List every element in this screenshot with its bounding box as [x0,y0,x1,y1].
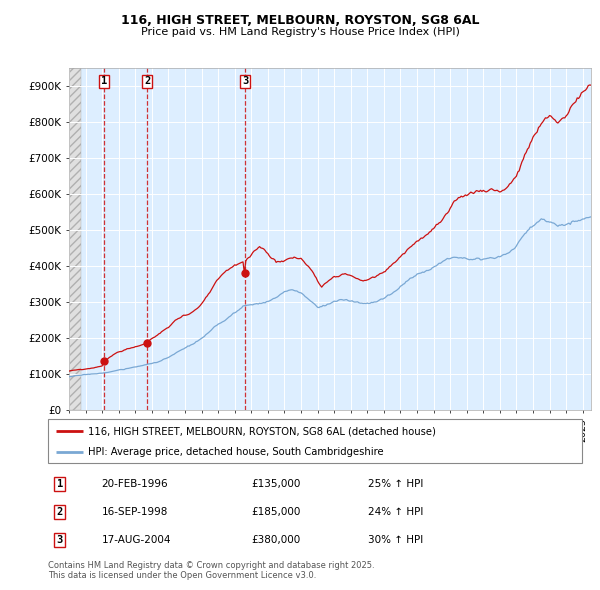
Text: 116, HIGH STREET, MELBOURN, ROYSTON, SG8 6AL: 116, HIGH STREET, MELBOURN, ROYSTON, SG8… [121,14,479,27]
FancyBboxPatch shape [48,419,582,463]
Text: 20-FEB-1996: 20-FEB-1996 [101,479,168,489]
Text: 25% ↑ HPI: 25% ↑ HPI [368,479,424,489]
Text: 1: 1 [101,77,107,86]
Text: 16-SEP-1998: 16-SEP-1998 [101,507,168,517]
Text: £185,000: £185,000 [251,507,300,517]
Bar [69,68,82,410]
Text: 24% ↑ HPI: 24% ↑ HPI [368,507,424,517]
Text: Price paid vs. HM Land Registry's House Price Index (HPI): Price paid vs. HM Land Registry's House … [140,28,460,37]
Text: 2: 2 [144,77,150,86]
Text: HPI: Average price, detached house, South Cambridgeshire: HPI: Average price, detached house, Sout… [88,447,383,457]
Text: 30% ↑ HPI: 30% ↑ HPI [368,535,424,545]
Text: £380,000: £380,000 [251,535,300,545]
Text: 17-AUG-2004: 17-AUG-2004 [101,535,171,545]
Text: 116, HIGH STREET, MELBOURN, ROYSTON, SG8 6AL (detached house): 116, HIGH STREET, MELBOURN, ROYSTON, SG8… [88,427,436,436]
Text: 1: 1 [56,479,63,489]
Text: £135,000: £135,000 [251,479,300,489]
Text: 3: 3 [242,77,248,86]
Text: Contains HM Land Registry data © Crown copyright and database right 2025.
This d: Contains HM Land Registry data © Crown c… [48,560,374,580]
Text: 2: 2 [56,507,63,517]
Text: 3: 3 [56,535,63,545]
